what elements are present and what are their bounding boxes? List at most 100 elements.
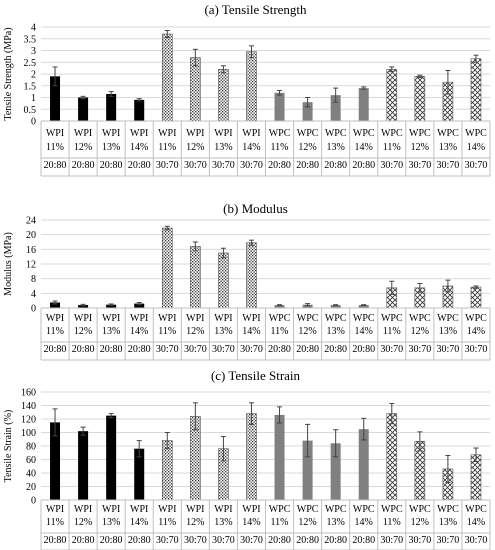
y-tick-label: 12 <box>26 260 36 271</box>
y-tick-label: 100 <box>21 428 36 439</box>
bar <box>330 95 341 121</box>
bar <box>246 51 257 122</box>
x-tick-concentration: 12% <box>186 326 204 337</box>
x-tick-material: WPI <box>130 504 148 515</box>
x-tick-concentration: 13% <box>102 517 120 528</box>
x-tick-ratio: 20:80 <box>128 535 151 546</box>
bar <box>50 422 61 500</box>
x-tick-material: WPC <box>437 313 459 324</box>
y-tick-label: 120 <box>21 415 36 426</box>
x-tick-material: WPI <box>130 313 148 324</box>
y-tick-label: 8 <box>31 274 36 285</box>
x-tick-material: WPC <box>409 128 431 139</box>
y-tick-label: 0.5 <box>24 105 37 116</box>
bar <box>274 305 285 308</box>
x-tick-ratio: 30:70 <box>465 535 488 546</box>
x-tick-ratio: 30:70 <box>240 344 263 355</box>
y-tick-label: 1 <box>31 93 36 104</box>
x-tick-material: WPI <box>214 313 232 324</box>
x-tick-concentration: 13% <box>214 142 232 153</box>
x-tick-concentration: 14% <box>242 142 260 153</box>
bar <box>50 302 61 308</box>
tensile-strain-chart: (c) Tensile Strain Tensile Strain (%) 0 20 4… <box>3 368 491 550</box>
x-tick-material: WPI <box>242 128 260 139</box>
x-tick-concentration: 11% <box>158 517 176 528</box>
bar <box>330 443 341 500</box>
x-tick-material: WPC <box>353 128 375 139</box>
y-tick-label: 16 <box>26 245 36 256</box>
x-tick-concentration: 13% <box>326 517 344 528</box>
x-tick-ratio: 30:70 <box>156 535 179 546</box>
x-tick-material: WPI <box>186 128 204 139</box>
y-tick-label: 0 <box>31 117 36 128</box>
x-tick-concentration: 12% <box>74 326 92 337</box>
modulus-chart: (b) Modulus Modulus (MPa) 0 4 8 12 16 20 24 WPI 11… <box>3 201 491 361</box>
x-tick-concentration: 14% <box>355 326 373 337</box>
x-tick-ratio: 20:80 <box>72 160 95 171</box>
bar <box>218 69 229 122</box>
x-tick-material: WPI <box>102 504 120 515</box>
bar <box>358 305 369 308</box>
x-tick-material: WPC <box>269 313 291 324</box>
x-tick-concentration: 13% <box>214 326 232 337</box>
x-tick-material: WPC <box>353 313 375 324</box>
x-tick-ratio: 20:80 <box>100 160 123 171</box>
x-tick-ratio: 20:80 <box>44 535 67 546</box>
x-tick-concentration: 12% <box>74 517 92 528</box>
x-tick-ratio: 20:80 <box>296 344 319 355</box>
x-tick-concentration: 11% <box>383 517 401 528</box>
x-tick-concentration: 11% <box>46 517 64 528</box>
x-tick-ratio: 20:80 <box>128 344 151 355</box>
x-tick-concentration: 14% <box>242 326 260 337</box>
x-tick-ratio: 20:80 <box>72 344 95 355</box>
x-tick-material: WPI <box>102 313 120 324</box>
x-tick-material: WPI <box>46 504 64 515</box>
bar <box>330 305 341 308</box>
y-tick-label: 4 <box>31 289 36 300</box>
chart-title: (c) Tensile Strain <box>211 368 301 383</box>
x-tick-material: WPC <box>269 504 291 515</box>
x-tick-ratio: 30:70 <box>408 160 431 171</box>
y-tick-label: 160 <box>21 388 36 399</box>
x-tick-concentration: 13% <box>326 142 344 153</box>
bar <box>218 252 229 309</box>
y-axis-label: Modulus (MPa) <box>3 232 14 296</box>
x-tick-ratio: 20:80 <box>268 535 291 546</box>
x-tick-concentration: 14% <box>467 142 485 153</box>
chart-title: (a) Tensile Strength <box>204 2 307 17</box>
x-tick-ratio: 30:70 <box>380 160 403 171</box>
x-tick-material: WPC <box>353 504 375 515</box>
x-tick-concentration: 12% <box>298 142 316 153</box>
x-tick-material: WPI <box>46 128 64 139</box>
y-tick-label: 1.5 <box>24 81 37 92</box>
x-tick-concentration: 11% <box>271 326 289 337</box>
x-tick-concentration: 13% <box>214 517 232 528</box>
x-tick-material: WPC <box>381 504 403 515</box>
y-tick-label: 0 <box>31 496 36 507</box>
x-tick-ratio: 20:80 <box>72 535 95 546</box>
x-tick-material: WPC <box>437 128 459 139</box>
x-tick-material: WPC <box>409 504 431 515</box>
x-tick-ratio: 20:80 <box>352 535 375 546</box>
x-tick-material: WPC <box>381 128 403 139</box>
bar <box>302 102 313 121</box>
x-tick-concentration: 12% <box>411 142 429 153</box>
x-tick-material: WPI <box>102 128 120 139</box>
x-tick-concentration: 11% <box>383 326 401 337</box>
x-tick-concentration: 14% <box>467 326 485 337</box>
bar <box>134 448 145 500</box>
x-tick-ratio: 20:80 <box>324 160 347 171</box>
x-tick-concentration: 11% <box>46 142 64 153</box>
bar <box>358 429 369 500</box>
x-tick-material: WPI <box>158 504 176 515</box>
x-tick-concentration: 12% <box>411 517 429 528</box>
bar <box>134 303 145 308</box>
x-tick-concentration: 11% <box>158 326 176 337</box>
x-tick-concentration: 11% <box>46 326 64 337</box>
y-tick-label: 3.5 <box>24 34 37 45</box>
x-tick-ratio: 30:70 <box>240 535 263 546</box>
x-tick-material: WPI <box>74 313 92 324</box>
x-tick-ratio: 30:70 <box>212 344 235 355</box>
x-tick-material: WPI <box>46 313 64 324</box>
